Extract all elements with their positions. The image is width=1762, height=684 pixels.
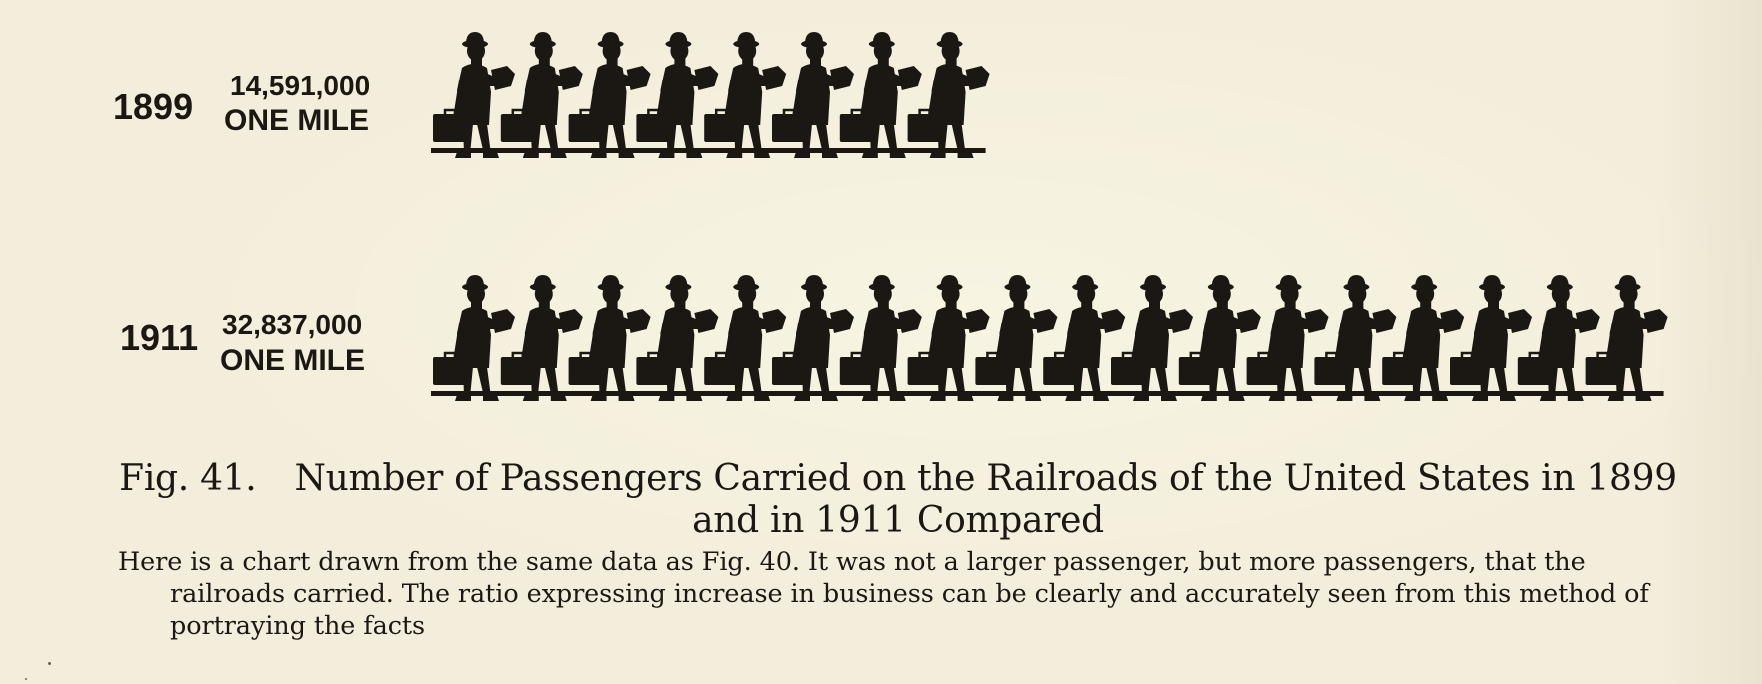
row-1911-baseline (431, 391, 1664, 396)
row-1899-unit: ONE MILE (224, 104, 369, 137)
figure-title: Fig. 41. Number of Passengers Carried on … (118, 458, 1678, 542)
row-1899-icons (431, 30, 991, 160)
passenger-icon (906, 30, 991, 160)
row-1899-year: 1899 (113, 86, 193, 127)
paper-speck (25, 678, 27, 680)
pictogram-chart: 1899 14,591,000 ONE MILE 1911 32,837,000… (113, 30, 1669, 403)
passenger-icon (1584, 273, 1669, 403)
figure-description: Here is a chart drawn from the same data… (118, 547, 1649, 641)
row-1899-value: 14,591,000 (230, 70, 370, 101)
figure-label: Fig. 41. (119, 458, 257, 499)
figure-title-text: Number of Passengers Carried on the Rail… (294, 458, 1677, 541)
row-1911-unit: ONE MILE (220, 344, 365, 377)
row-1911-value: 32,837,000 (222, 309, 362, 340)
row-1899-baseline (431, 148, 986, 153)
paper-speck (48, 662, 51, 665)
figure-caption: Fig. 41. Number of Passengers Carried on … (118, 458, 1678, 642)
row-1911-year: 1911 (120, 317, 198, 358)
row-1911-icons (431, 273, 1669, 403)
